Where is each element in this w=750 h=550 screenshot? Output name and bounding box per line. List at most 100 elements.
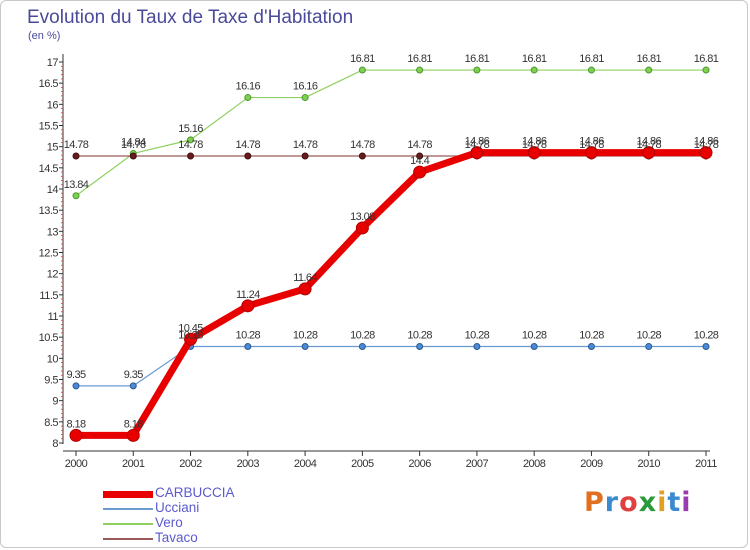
data-point [358,152,366,160]
y-tick-label: 15 [47,142,59,154]
data-point [645,342,653,350]
data-point [702,66,710,74]
series-line [72,149,710,439]
data-label: 14.78 [407,139,432,151]
data-label: 16.81 [407,53,432,65]
data-label: 10.45 [178,322,203,334]
labels-tavaco: 14.78 14.78 14.78 14.78 14.78 14.78 14.78 14.78… [64,139,720,151]
legend-swatch [103,523,153,525]
x-tick-label: 2011 [695,458,717,470]
data-label: 8.18 [66,418,85,430]
legend-label: Tavaco [155,530,198,545]
logo-letter: o [619,487,639,518]
data-label: 14.86 [465,136,490,148]
data-point [301,94,309,102]
x-tick-label: 2003 [237,458,260,470]
y-tick-label: 11 [48,311,59,323]
data-point [72,192,80,200]
legend-swatch [103,508,153,510]
data-point [129,152,137,160]
data-label: 14.78 [293,139,318,151]
x-tick-label: 2008 [523,458,546,470]
logo-letter: t [667,487,682,518]
y-tick-label: 9.5 [44,375,58,387]
data-label: 14.78 [64,139,89,151]
data-point [72,152,80,160]
data-point [527,146,541,160]
data-point [241,299,255,313]
data-label: 14.86 [579,136,604,148]
x-tick-label: 2007 [466,458,489,470]
data-label: 14.86 [636,136,661,148]
labels-vero: 13.84 14.84 15.16 16.16 16.16 16.81 16.81 16.81… [64,53,720,191]
x-tick-label: 2000 [65,458,88,470]
data-label: 9.35 [66,369,85,381]
x-tick-label: 2006 [408,458,431,470]
data-point [416,66,424,74]
data-point [470,146,484,160]
data-label: 14.78 [636,139,661,151]
data-label: 14.86 [522,136,547,148]
data-label: 14.4 [410,155,429,167]
data-label: 14.78 [694,139,719,151]
data-point [587,66,595,74]
data-point [416,152,424,160]
data-point [416,342,424,350]
data-label: 16.81 [694,53,719,65]
data-label: 16.16 [293,81,318,93]
x-tick-label: 2009 [580,458,603,470]
data-label: 10.28 [694,329,719,341]
data-point [69,428,83,442]
y-tick-label: 14.5 [39,163,59,175]
y-tick-label: 14 [47,184,59,196]
y-tick-label: 8.5 [44,417,58,429]
y-tick-label: 15.5 [39,121,59,133]
data-label: 10.28 [293,329,318,341]
data-point [129,382,137,390]
data-label: 14.78 [121,139,146,151]
data-label: 14.78 [350,139,375,151]
data-label: 9.35 [124,369,143,381]
legend-swatch [103,538,153,540]
data-label: 10.28 [407,329,432,341]
logo-letter: x [638,487,658,518]
data-point [587,342,595,350]
data-label: 10.28 [465,329,490,341]
data-point [244,94,252,102]
y-tick-label: 10 [47,353,59,365]
data-label: 10.28 [236,329,261,341]
data-label: 16.81 [636,53,661,65]
data-label: 11.24 [236,289,260,301]
y-tick-label: 11.5 [39,290,58,302]
chart-unit-label: (en %) [28,30,61,42]
data-label: 10.28 [178,329,203,341]
data-label: 16.81 [579,53,604,65]
x-tick-label: 2005 [351,458,374,470]
logo-letter: i [681,487,692,518]
series-line [75,69,707,197]
legend-label: CARBUCCIA [155,485,235,500]
data-label: 15.16 [178,123,203,135]
data-point [645,66,653,74]
data-point [530,342,538,350]
y-tick-label: 12.5 [39,248,59,260]
data-point [301,342,309,350]
data-point [358,342,366,350]
data-label: 14.78 [236,139,261,151]
x-tick-label: 2010 [637,458,660,470]
data-label: 10.28 [579,329,604,341]
data-point [530,66,538,74]
data-point [126,428,140,442]
y-tick-label: 9 [52,396,58,408]
legend-label: Ucciani [155,500,200,515]
data-point [244,152,252,160]
data-label: 14.78 [465,139,490,151]
data-label: 16.16 [236,81,261,93]
data-point [702,342,710,350]
x-tick-label: 2004 [294,458,317,470]
logo-letter: P [584,487,605,518]
data-label: 16.81 [350,53,375,65]
